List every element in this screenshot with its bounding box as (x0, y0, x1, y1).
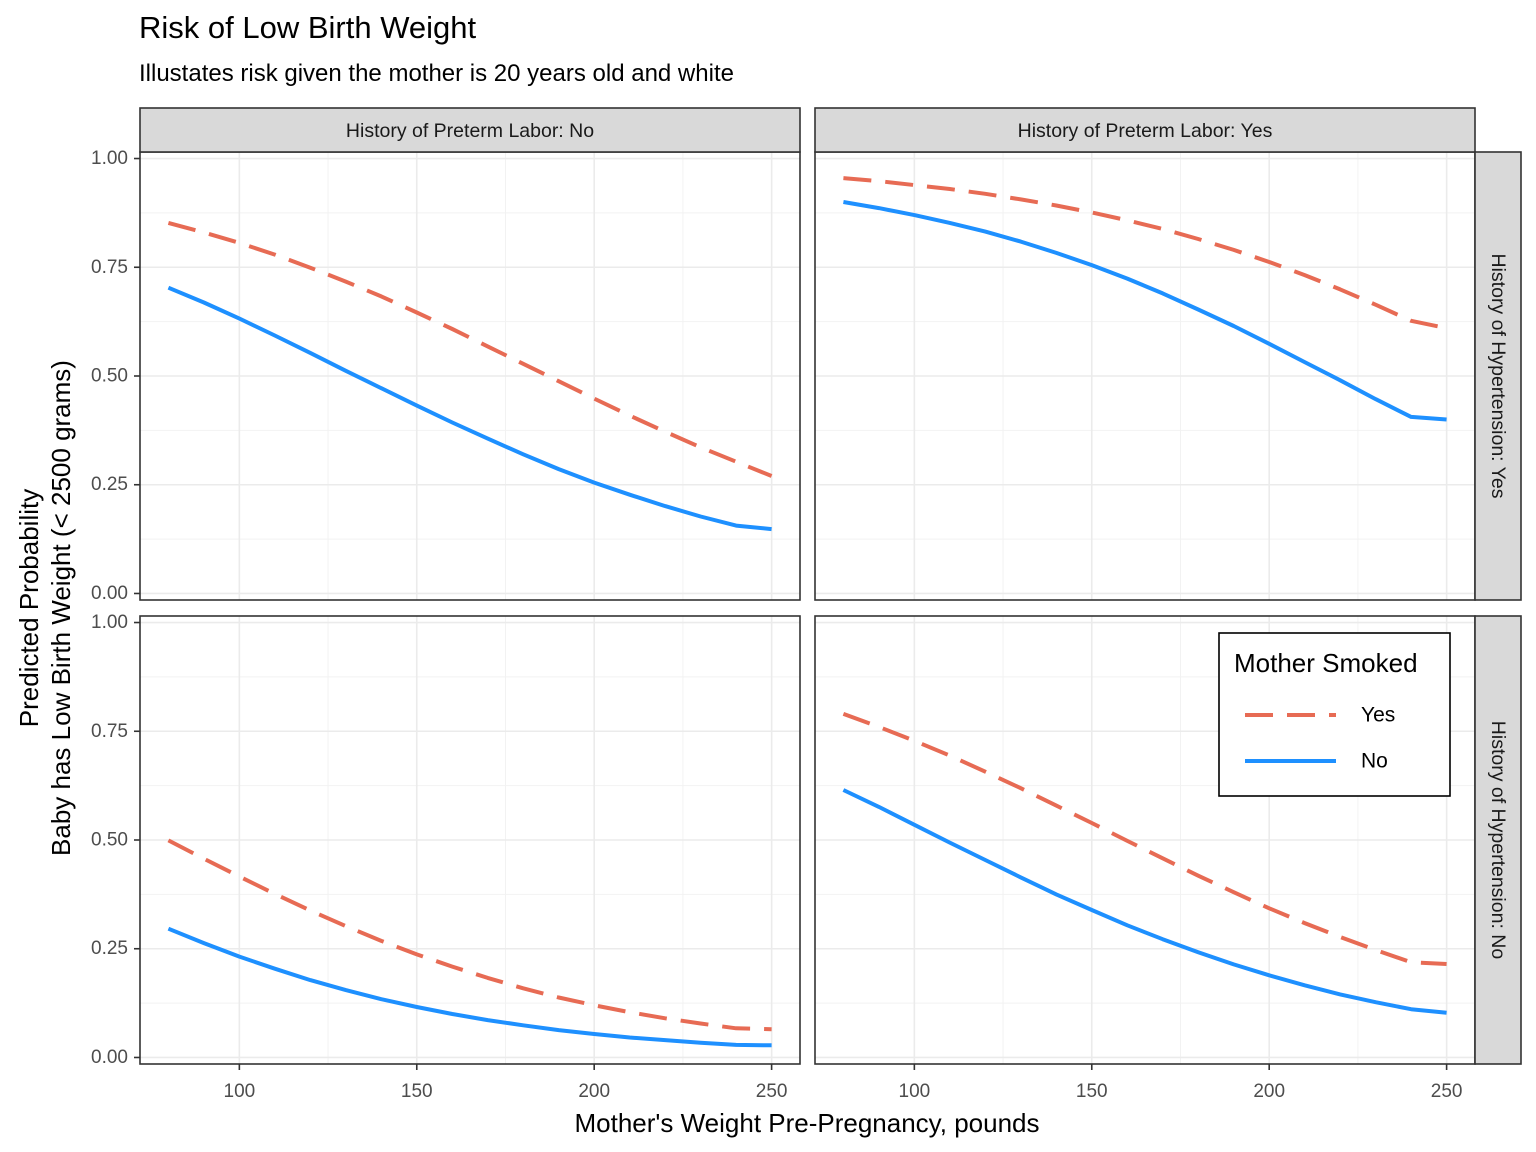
legend: Mother Smoked Yes No (1218, 632, 1451, 797)
y-tick-label: 1.00 (91, 612, 128, 633)
facet-strip-label: History of Preterm Labor: Yes (1018, 120, 1273, 142)
x-axis-title: Mother's Weight Pre-Pregnancy, pounds (574, 1108, 1039, 1138)
series-line-no (843, 200, 1447, 422)
series-line-no (167, 285, 772, 532)
series-line-yes (843, 176, 1448, 331)
y-tick-label: 0.75 (91, 721, 128, 742)
y-axis-title-line1: Predicted Probability (14, 489, 44, 727)
y-tick-label: 0.50 (91, 830, 128, 851)
series-line-yes (842, 712, 1447, 966)
facet-strip-top (814, 107, 1476, 153)
series-line-no (167, 926, 772, 1048)
legend-label: Yes (1361, 704, 1395, 727)
y-tick-label: 0.00 (91, 1047, 128, 1068)
y-tick-label: 0.25 (91, 474, 128, 495)
facet-strip-right (1474, 151, 1522, 601)
facet-strip-label: History of Hypertension: Yes (1487, 254, 1509, 499)
chart-title: Risk of Low Birth Weight (139, 10, 477, 45)
x-tick-label: 150 (1076, 1081, 1108, 1102)
legend-label: No (1361, 750, 1388, 773)
legend-title: Mother Smoked (1234, 648, 1418, 678)
x-tick-label: 250 (1431, 1081, 1463, 1102)
y-tick-label: 1.00 (91, 148, 128, 169)
y-axis-title-line2: Baby has Low Birth Weight (< 2500 grams) (46, 360, 76, 856)
facet-strip-label: History of Preterm Labor: No (346, 120, 594, 142)
series-line-no (842, 788, 1447, 1015)
y-tick-label: 0.75 (91, 257, 128, 278)
y-tick-label: 0.25 (91, 938, 128, 959)
y-tick-label: 0.00 (91, 583, 128, 604)
x-tick-label: 200 (1253, 1081, 1285, 1102)
facet-strip-top (139, 107, 801, 153)
x-tick-label: 250 (756, 1081, 788, 1102)
facet-strip-right (1474, 615, 1522, 1065)
chart-subtitle: Illustates risk given the mother is 20 y… (139, 60, 734, 87)
x-tick-label: 100 (899, 1081, 931, 1102)
facet-strip-label: History of Hypertension: No (1487, 721, 1509, 960)
y-tick-label: 0.50 (91, 366, 128, 387)
x-tick-label: 150 (401, 1081, 433, 1102)
series-line-yes (167, 220, 773, 478)
x-tick-label: 100 (224, 1081, 256, 1102)
x-tick-label: 200 (578, 1081, 610, 1102)
